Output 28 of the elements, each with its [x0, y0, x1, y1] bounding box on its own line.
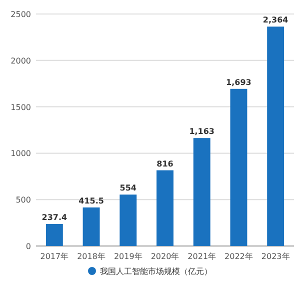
bar — [156, 170, 174, 246]
x-tick-label: 2017年 — [40, 252, 69, 261]
x-tick-label: 2018年 — [77, 252, 106, 261]
y-tick-label: 2500 — [10, 10, 31, 19]
y-tick-label: 1500 — [10, 102, 31, 112]
y-tick-label: 1000 — [10, 149, 31, 158]
y-tick-label: 500 — [16, 196, 31, 205]
x-tick-label: 2022年 — [224, 252, 253, 261]
bar — [193, 138, 210, 246]
data-label: 237.4 — [42, 212, 68, 222]
y-tick-label: 2000 — [10, 56, 31, 66]
bar — [46, 224, 63, 246]
x-tick-label: 2021年 — [188, 252, 216, 261]
x-tick-label: 2023年 — [261, 252, 290, 261]
x-tick-label: 2020年 — [150, 252, 180, 261]
data-label: 1,163 — [189, 127, 215, 136]
bar — [120, 194, 137, 246]
bar — [230, 88, 248, 246]
data-label: 554 — [120, 184, 137, 193]
x-tick-label: 2019年 — [114, 252, 142, 261]
y-tick-label: 0 — [26, 242, 31, 251]
data-label: 1,693 — [226, 78, 252, 87]
bar — [267, 26, 284, 246]
data-label: 415.5 — [78, 196, 104, 206]
legend-label: 我国人工智能市场规模（亿元） — [100, 267, 212, 276]
bar — [82, 207, 100, 246]
data-label: 816 — [156, 159, 174, 168]
data-label: 2,364 — [262, 16, 289, 25]
